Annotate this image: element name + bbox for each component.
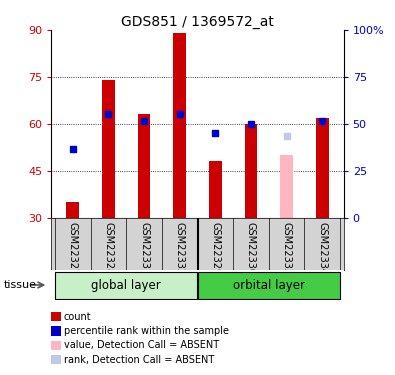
Text: GSM22330: GSM22330 (246, 222, 256, 275)
Text: tissue: tissue (4, 280, 37, 290)
Bar (102, 80, 115, 218)
Bar (173, 33, 186, 218)
Text: percentile rank within the sample: percentile rank within the sample (64, 326, 229, 336)
Text: global layer: global layer (91, 279, 161, 291)
Title: GDS851 / 1369572_at: GDS851 / 1369572_at (121, 15, 274, 29)
Text: GSM22331: GSM22331 (139, 222, 149, 275)
Text: GSM22328: GSM22328 (103, 222, 113, 275)
Text: rank, Detection Call = ABSENT: rank, Detection Call = ABSENT (64, 355, 214, 364)
Bar (316, 117, 329, 218)
Text: GSM22329: GSM22329 (210, 222, 220, 275)
Bar (209, 161, 222, 218)
Bar (66, 202, 79, 217)
Bar (280, 155, 293, 218)
Text: GSM22333: GSM22333 (282, 222, 292, 275)
Bar (55, 272, 197, 298)
Text: GSM22327: GSM22327 (68, 222, 78, 275)
Bar (245, 124, 257, 218)
Text: count: count (64, 312, 92, 322)
Bar (198, 272, 340, 298)
Text: value, Detection Call = ABSENT: value, Detection Call = ABSENT (64, 340, 219, 350)
Text: orbital layer: orbital layer (233, 279, 305, 291)
Text: GSM22334: GSM22334 (317, 222, 327, 275)
Bar (138, 114, 150, 218)
Text: GSM22332: GSM22332 (175, 222, 185, 275)
